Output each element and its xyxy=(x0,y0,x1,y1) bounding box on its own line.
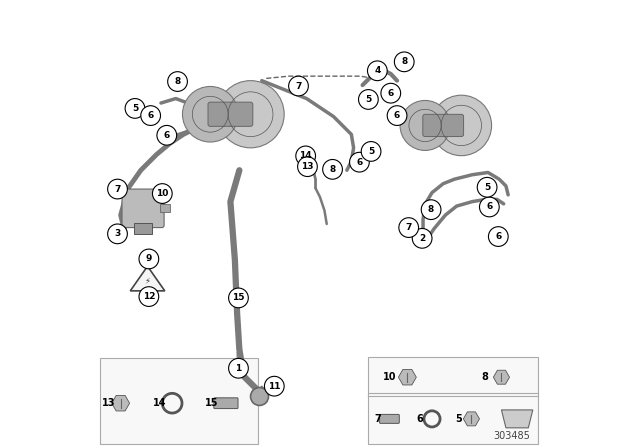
Text: 5: 5 xyxy=(368,147,374,156)
Text: 8: 8 xyxy=(401,57,407,66)
Text: 10: 10 xyxy=(156,189,168,198)
Polygon shape xyxy=(112,396,130,411)
Circle shape xyxy=(108,224,127,244)
Text: 6: 6 xyxy=(148,111,154,120)
Circle shape xyxy=(477,177,497,197)
Circle shape xyxy=(361,142,381,161)
Circle shape xyxy=(217,81,284,148)
Text: 2: 2 xyxy=(419,234,425,243)
Text: 14: 14 xyxy=(154,398,167,408)
Circle shape xyxy=(182,86,238,142)
Circle shape xyxy=(289,76,308,96)
Circle shape xyxy=(250,388,269,405)
Text: 5: 5 xyxy=(484,183,490,192)
Text: 14: 14 xyxy=(300,151,312,160)
Text: 12: 12 xyxy=(143,292,155,301)
FancyBboxPatch shape xyxy=(369,357,538,397)
Text: 11: 11 xyxy=(268,382,280,391)
FancyBboxPatch shape xyxy=(369,393,538,444)
Circle shape xyxy=(323,159,342,179)
Text: 13: 13 xyxy=(102,398,115,408)
Text: 6: 6 xyxy=(356,158,362,167)
Text: 10: 10 xyxy=(383,372,396,382)
Circle shape xyxy=(228,358,248,378)
Circle shape xyxy=(139,287,159,306)
Text: 7: 7 xyxy=(374,414,381,424)
Circle shape xyxy=(421,200,441,220)
Polygon shape xyxy=(463,412,479,426)
FancyBboxPatch shape xyxy=(159,204,170,212)
Circle shape xyxy=(367,61,387,81)
FancyBboxPatch shape xyxy=(134,223,152,234)
Circle shape xyxy=(412,228,432,248)
Circle shape xyxy=(228,288,248,308)
Circle shape xyxy=(298,157,317,177)
Text: 303485: 303485 xyxy=(493,431,531,441)
Text: 6: 6 xyxy=(164,131,170,140)
Circle shape xyxy=(400,100,450,151)
Polygon shape xyxy=(131,266,164,291)
Circle shape xyxy=(168,72,188,91)
Text: 5: 5 xyxy=(132,104,138,113)
Text: 3: 3 xyxy=(115,229,120,238)
Polygon shape xyxy=(502,410,533,428)
Text: 7: 7 xyxy=(295,82,301,90)
Text: 8: 8 xyxy=(175,77,180,86)
Circle shape xyxy=(381,83,401,103)
Text: 7: 7 xyxy=(406,223,412,232)
FancyBboxPatch shape xyxy=(214,398,238,409)
Circle shape xyxy=(152,184,172,203)
Text: 6: 6 xyxy=(394,111,400,120)
Circle shape xyxy=(108,179,127,199)
Circle shape xyxy=(394,52,414,72)
Text: 6: 6 xyxy=(486,202,492,211)
Text: 6: 6 xyxy=(417,414,423,424)
Text: 15: 15 xyxy=(232,293,244,302)
Circle shape xyxy=(139,249,159,269)
Text: 4: 4 xyxy=(374,66,381,75)
Circle shape xyxy=(125,99,145,118)
FancyBboxPatch shape xyxy=(423,114,463,137)
Text: 5: 5 xyxy=(456,414,462,424)
Text: 9: 9 xyxy=(146,254,152,263)
FancyBboxPatch shape xyxy=(100,358,258,444)
Circle shape xyxy=(264,376,284,396)
Text: 8: 8 xyxy=(330,165,335,174)
Text: 7: 7 xyxy=(115,185,121,194)
FancyBboxPatch shape xyxy=(122,189,164,228)
Text: 8: 8 xyxy=(481,372,488,382)
Text: 1: 1 xyxy=(236,364,241,373)
FancyBboxPatch shape xyxy=(380,414,399,423)
Text: 6: 6 xyxy=(495,232,501,241)
Circle shape xyxy=(358,90,378,109)
Text: 15: 15 xyxy=(205,398,218,408)
Text: 8: 8 xyxy=(428,205,434,214)
Circle shape xyxy=(479,197,499,217)
Text: 6: 6 xyxy=(388,89,394,98)
Circle shape xyxy=(488,227,508,246)
Circle shape xyxy=(141,106,161,125)
Text: ⚡: ⚡ xyxy=(145,276,150,285)
Circle shape xyxy=(157,125,177,145)
Circle shape xyxy=(431,95,492,156)
Polygon shape xyxy=(493,370,509,384)
Circle shape xyxy=(296,146,316,166)
Circle shape xyxy=(349,152,369,172)
Text: 13: 13 xyxy=(301,162,314,171)
Circle shape xyxy=(399,218,419,237)
Text: 5: 5 xyxy=(365,95,371,104)
Circle shape xyxy=(387,106,407,125)
Polygon shape xyxy=(398,370,417,385)
FancyBboxPatch shape xyxy=(208,102,253,126)
